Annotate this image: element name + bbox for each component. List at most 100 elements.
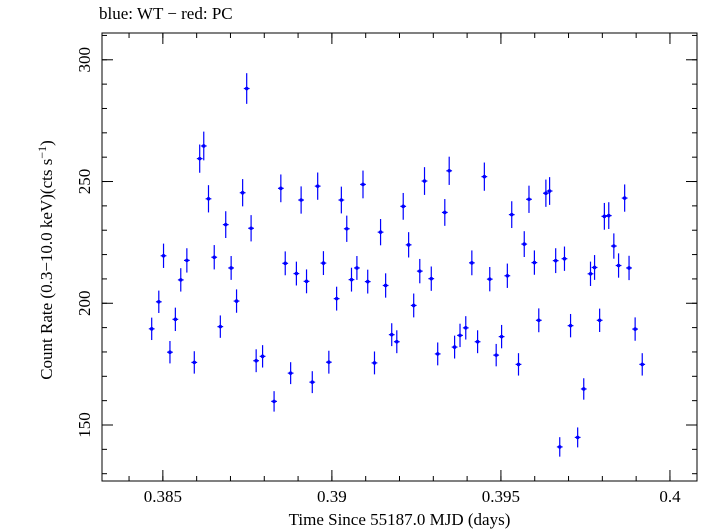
data-point bbox=[621, 184, 628, 212]
point-marker bbox=[149, 327, 154, 331]
data-point bbox=[474, 330, 481, 354]
x-tick-label: 0.39 bbox=[317, 487, 347, 506]
data-point bbox=[200, 131, 207, 161]
point-marker bbox=[378, 230, 383, 234]
data-point bbox=[217, 315, 224, 338]
data-point bbox=[556, 437, 563, 457]
point-marker bbox=[315, 184, 320, 188]
point-marker bbox=[422, 179, 427, 183]
point-marker bbox=[553, 258, 558, 263]
plot-frame bbox=[101, 32, 698, 482]
y-tick-label: 150 bbox=[75, 412, 94, 438]
x-tick-label: 0.395 bbox=[482, 487, 520, 506]
point-marker bbox=[487, 277, 492, 281]
point-marker bbox=[161, 253, 166, 258]
data-point bbox=[457, 323, 463, 348]
point-marker bbox=[509, 212, 514, 217]
data-point bbox=[205, 185, 212, 213]
point-marker bbox=[516, 362, 521, 367]
point-marker bbox=[505, 273, 510, 278]
point-marker bbox=[463, 326, 468, 330]
point-marker bbox=[435, 352, 440, 356]
data-point bbox=[277, 174, 284, 203]
point-marker bbox=[327, 360, 331, 364]
data-point bbox=[610, 233, 617, 259]
point-marker bbox=[394, 339, 399, 344]
data-point bbox=[410, 293, 417, 318]
point-marker bbox=[383, 283, 388, 288]
data-point bbox=[287, 362, 294, 385]
point-marker bbox=[606, 213, 611, 218]
point-marker bbox=[185, 258, 189, 263]
point-marker bbox=[401, 204, 406, 209]
data-point bbox=[377, 219, 384, 246]
point-marker bbox=[633, 327, 637, 331]
point-marker bbox=[344, 226, 349, 231]
point-marker bbox=[339, 198, 344, 202]
data-point bbox=[632, 317, 639, 341]
axis-ticks bbox=[102, 33, 697, 481]
data-point bbox=[508, 201, 515, 229]
point-marker bbox=[575, 435, 580, 440]
x-tick-label: 0.385 bbox=[144, 487, 182, 506]
data-point bbox=[446, 156, 453, 185]
data-point bbox=[543, 179, 549, 207]
data-point bbox=[546, 177, 553, 205]
point-marker bbox=[562, 256, 567, 261]
point-marker bbox=[640, 362, 645, 367]
data-point bbox=[521, 231, 528, 257]
point-marker bbox=[355, 266, 359, 270]
point-marker bbox=[304, 279, 309, 284]
point-marker bbox=[568, 323, 573, 328]
data-point bbox=[259, 345, 266, 368]
point-marker bbox=[581, 387, 586, 391]
point-marker bbox=[417, 269, 422, 273]
point-marker bbox=[494, 353, 498, 357]
point-marker bbox=[349, 277, 354, 282]
data-point bbox=[196, 144, 203, 173]
data-point bbox=[333, 286, 340, 311]
point-marker bbox=[288, 371, 293, 375]
point-marker bbox=[178, 278, 183, 282]
point-marker bbox=[547, 189, 552, 193]
point-marker bbox=[499, 334, 504, 339]
data-point bbox=[172, 307, 179, 332]
data-point bbox=[587, 261, 594, 286]
data-point bbox=[155, 290, 162, 313]
tick-labels: 0.385 0.39 0.395 0.4 150 200 250 300 bbox=[75, 47, 681, 506]
point-marker bbox=[452, 345, 457, 349]
data-point bbox=[177, 268, 184, 292]
data-point bbox=[393, 330, 400, 354]
point-marker bbox=[557, 445, 562, 449]
point-marker bbox=[254, 358, 258, 363]
point-marker bbox=[272, 399, 276, 404]
data-point bbox=[493, 343, 500, 367]
data-point bbox=[434, 342, 441, 366]
data-point bbox=[515, 353, 522, 376]
point-marker bbox=[156, 300, 161, 304]
data-point bbox=[325, 350, 332, 374]
data-point bbox=[552, 248, 559, 274]
point-marker bbox=[475, 339, 480, 344]
data-point bbox=[148, 317, 155, 341]
y-tick-label: 250 bbox=[75, 169, 94, 195]
point-marker bbox=[612, 244, 616, 248]
data-point bbox=[348, 267, 355, 292]
point-marker bbox=[361, 182, 365, 187]
data-point bbox=[243, 73, 250, 104]
point-marker bbox=[443, 210, 447, 215]
data-point bbox=[183, 248, 190, 273]
point-marker bbox=[294, 271, 299, 276]
data-point bbox=[303, 269, 310, 294]
data-point bbox=[416, 258, 423, 284]
data-point bbox=[343, 215, 350, 242]
data-point bbox=[574, 427, 581, 448]
data-point bbox=[360, 170, 366, 199]
data-point bbox=[468, 250, 475, 276]
point-marker bbox=[389, 332, 394, 337]
data-point bbox=[314, 172, 321, 200]
point-marker bbox=[482, 174, 487, 179]
point-marker bbox=[406, 243, 411, 247]
data-point bbox=[567, 313, 574, 338]
point-marker bbox=[173, 317, 178, 322]
